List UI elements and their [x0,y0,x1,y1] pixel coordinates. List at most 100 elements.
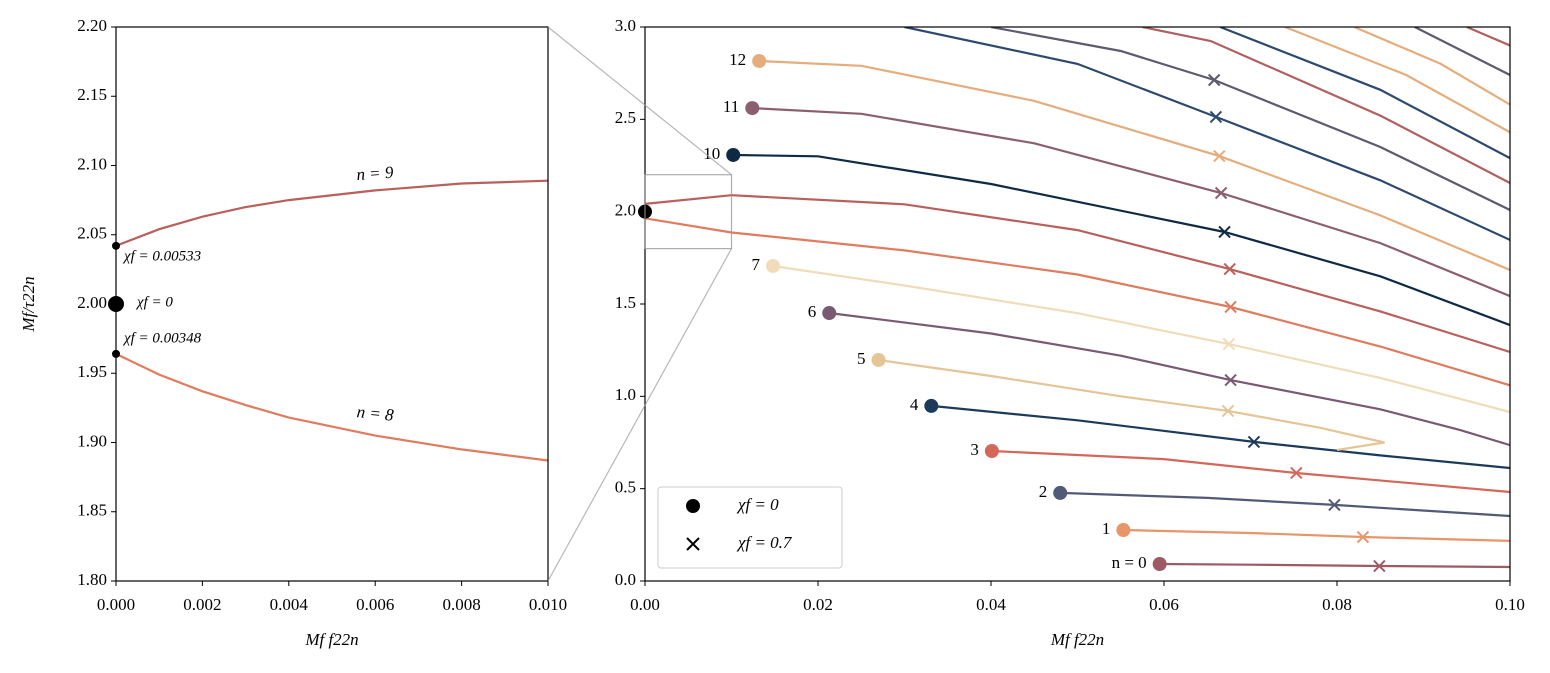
curve-label: 10 [703,144,720,163]
curve [1414,27,1510,76]
curve [990,27,1510,211]
cross-marker [1214,186,1228,200]
start-marker [984,443,999,458]
y-tick-label: 0.0 [615,570,636,589]
x-axis-label: Mf f22n [1050,630,1104,649]
x-axis-label: Mf f22n [304,630,358,649]
start-marker [1152,557,1167,572]
cross-marker [1224,373,1237,387]
y-tick-label: 2.10 [77,154,107,173]
x-tick-label: 0.002 [183,595,221,614]
legend-cross [686,537,700,551]
curve-label: n = 9 [356,163,395,185]
curve [1466,27,1510,47]
curve [1284,27,1510,134]
start-marker [924,398,939,413]
y-tick-label: 2.05 [77,224,107,243]
cross-marker [1328,498,1341,512]
start-marker [1116,523,1131,538]
plot-area [116,179,548,462]
start-marker [745,101,760,116]
y-tick-label: 1.80 [77,570,107,589]
start-marker [1053,485,1068,500]
cross-marker [1373,559,1386,573]
axes-frame [115,26,549,582]
cross-marker [1207,73,1221,87]
legend-box [657,486,843,569]
plot-area [645,27,1510,573]
x-tick-label: 0.02 [803,595,833,614]
start-marker [752,53,767,68]
curve [759,59,1510,272]
curve-label: 4 [910,395,919,414]
cross-marker [1213,149,1226,163]
curve [931,404,1510,470]
curve [1142,27,1510,184]
curve [116,352,548,462]
curve [1159,562,1510,569]
curve [1219,27,1510,160]
y-tick-label: 1.95 [77,362,107,381]
x-tick-label: 0.08 [1322,595,1352,614]
x-tick-label: 0.000 [97,595,135,614]
cross-marker [1218,225,1231,239]
curve [733,153,1510,327]
x-tick-label: 0.008 [442,595,480,614]
y-tick-label: 2.00 [77,293,107,312]
cross-marker [1356,530,1370,544]
curve-label: n = 0 [1112,553,1147,572]
x-tick-label: 0.004 [270,595,309,614]
x-tick-label: 0.04 [976,595,1006,614]
x-tick-label: 0.06 [1149,595,1179,614]
cross-marker [1223,262,1236,276]
curve [772,264,1510,414]
curve-label: 12 [729,50,746,69]
curve-label: 3 [970,440,979,459]
x-tick-label: 0.006 [356,595,394,614]
curve [991,449,1510,494]
start-marker [766,258,781,273]
curve-label: n = 8 [356,402,395,425]
cross-marker [1290,466,1303,480]
x-tick-label: 0.00 [630,595,660,614]
y-tick-label: 2.0 [615,201,636,220]
y-tick-label: 2.5 [615,108,636,127]
x-tick-label: 0.10 [1495,595,1525,614]
y-tick-label: 2.20 [77,16,107,35]
curve [904,27,1510,241]
curve [1123,528,1510,542]
curve [116,179,548,247]
start-marker [726,147,741,162]
zoom-connector [547,26,732,176]
curve-label: 6 [808,302,817,321]
y-tick-label: 1.90 [77,431,107,450]
cross-marker [1247,435,1261,449]
curve-label: 7 [752,255,761,274]
y-tick-label: 1.0 [615,385,636,404]
cross-marker [1224,300,1237,314]
cross-marker [1209,110,1223,124]
start-marker [871,352,886,367]
axes-frame [644,26,1511,582]
zoom-box [644,174,733,250]
point-label: χf = 0.00533 [122,248,201,264]
y-tick-label: 0.5 [615,478,636,497]
y-tick-label: 1.85 [77,501,107,520]
zoom-connector [547,248,733,582]
curve-label: 5 [857,349,866,368]
point-label: χf = 0 [135,294,173,310]
curve [878,358,1385,451]
cross-marker [1221,404,1235,418]
start-marker [822,306,837,321]
curve-label: 1 [1102,519,1111,538]
y-tick-label: 3.0 [615,16,636,35]
point-label: χf = 0.00348 [122,330,202,346]
y-tick-label: 2.15 [77,85,107,104]
legend-label: χf = 0 [736,495,779,514]
curve [1353,27,1510,106]
legend-label: χf = 0.7 [736,533,793,552]
curve-label: 11 [723,97,739,116]
cross-marker [1222,337,1236,351]
x-tick-label: 0.010 [529,595,567,614]
